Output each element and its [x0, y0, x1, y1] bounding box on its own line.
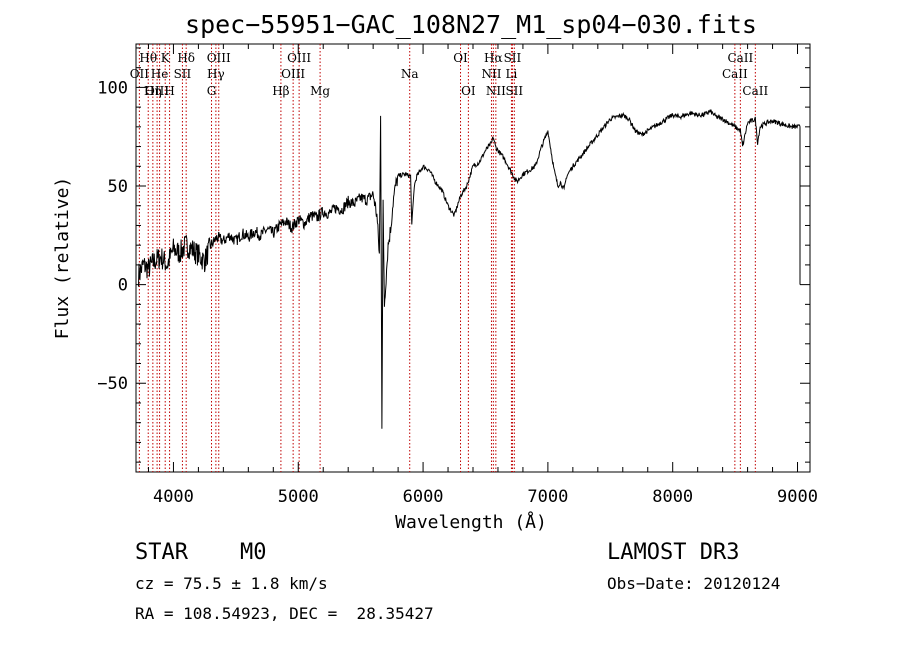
- line-label-24: SII: [505, 84, 523, 98]
- line-label-6: SII: [174, 67, 192, 81]
- observation-date: Obs−Date: 20120124: [607, 574, 781, 593]
- line-label-27: CaII: [742, 84, 768, 98]
- line-label-22: SII: [504, 51, 522, 65]
- x-tick-label-1: 5000: [278, 487, 319, 507]
- x-axis-label: Wavelength (Å): [395, 511, 547, 533]
- flux-series-line: [138, 109, 801, 429]
- line-label-4: K: [161, 51, 171, 65]
- x-tick-label-3: 7000: [527, 487, 568, 507]
- x-tick-label-5: 9000: [777, 487, 818, 507]
- flux-series-group: [138, 109, 801, 429]
- line-label-17: OI: [453, 51, 468, 65]
- x-tick-label-4: 8000: [652, 487, 693, 507]
- line-label-16: Na: [401, 67, 419, 81]
- line-label-14: OIII: [281, 67, 305, 81]
- y-tick-label-2: 50: [108, 177, 128, 197]
- object-subclass: M0: [240, 540, 267, 565]
- line-label-26: CaII: [722, 67, 748, 81]
- y-axis-label: Flux (relative): [52, 177, 73, 340]
- line-label-9: OIII: [207, 51, 231, 65]
- x-tick-label-2: 6000: [403, 487, 444, 507]
- coordinates: RA = 108.54923, DEC = 28.35427: [135, 604, 434, 623]
- line-label-1: OII: [130, 67, 150, 81]
- line-label-5: Hη: [144, 84, 162, 98]
- spectral-line-markers: [138, 44, 756, 472]
- plot-frame: [135, 43, 811, 473]
- line-label-10: Hγ: [207, 67, 225, 81]
- survey-name: LAMOST DR3: [607, 540, 740, 565]
- y-tick-label-0: −50: [97, 374, 128, 394]
- redshift-cz: cz = 75.5 ± 1.8 km/s: [135, 574, 328, 593]
- line-label-19: Hα: [484, 51, 503, 65]
- line-label-18: OI: [461, 84, 476, 98]
- line-label-0: Hθ: [139, 51, 157, 65]
- y-tick-label-3: 100: [97, 78, 128, 98]
- x-axis-ticks: 4000 5000 6000 7000 8000 9000: [147, 44, 818, 507]
- line-label-25: CaII: [727, 51, 753, 65]
- line-label-2: OIII: [145, 84, 169, 98]
- line-label-23: Li: [506, 67, 518, 81]
- y-axis-ticks: −50 0 50 100: [97, 47, 810, 463]
- line-label-21: NII: [486, 84, 506, 98]
- line-label-20: NII: [481, 67, 501, 81]
- line-label-11: G: [207, 84, 217, 98]
- y-tick-label-1: 0: [118, 276, 128, 296]
- object-class: STAR: [135, 540, 188, 565]
- line-label-15: Mg: [310, 84, 330, 98]
- line-label-12: Hβ: [272, 84, 289, 98]
- line-label-7: H: [164, 84, 174, 98]
- line-label-3: He: [151, 67, 169, 81]
- line-label-8: Hδ: [177, 51, 195, 65]
- x-tick-label-0: 4000: [153, 487, 194, 507]
- line-label-13: OIII: [287, 51, 311, 65]
- chart-title: spec−55951−GAC_108N27_M1_sp04−030.fits: [185, 10, 757, 39]
